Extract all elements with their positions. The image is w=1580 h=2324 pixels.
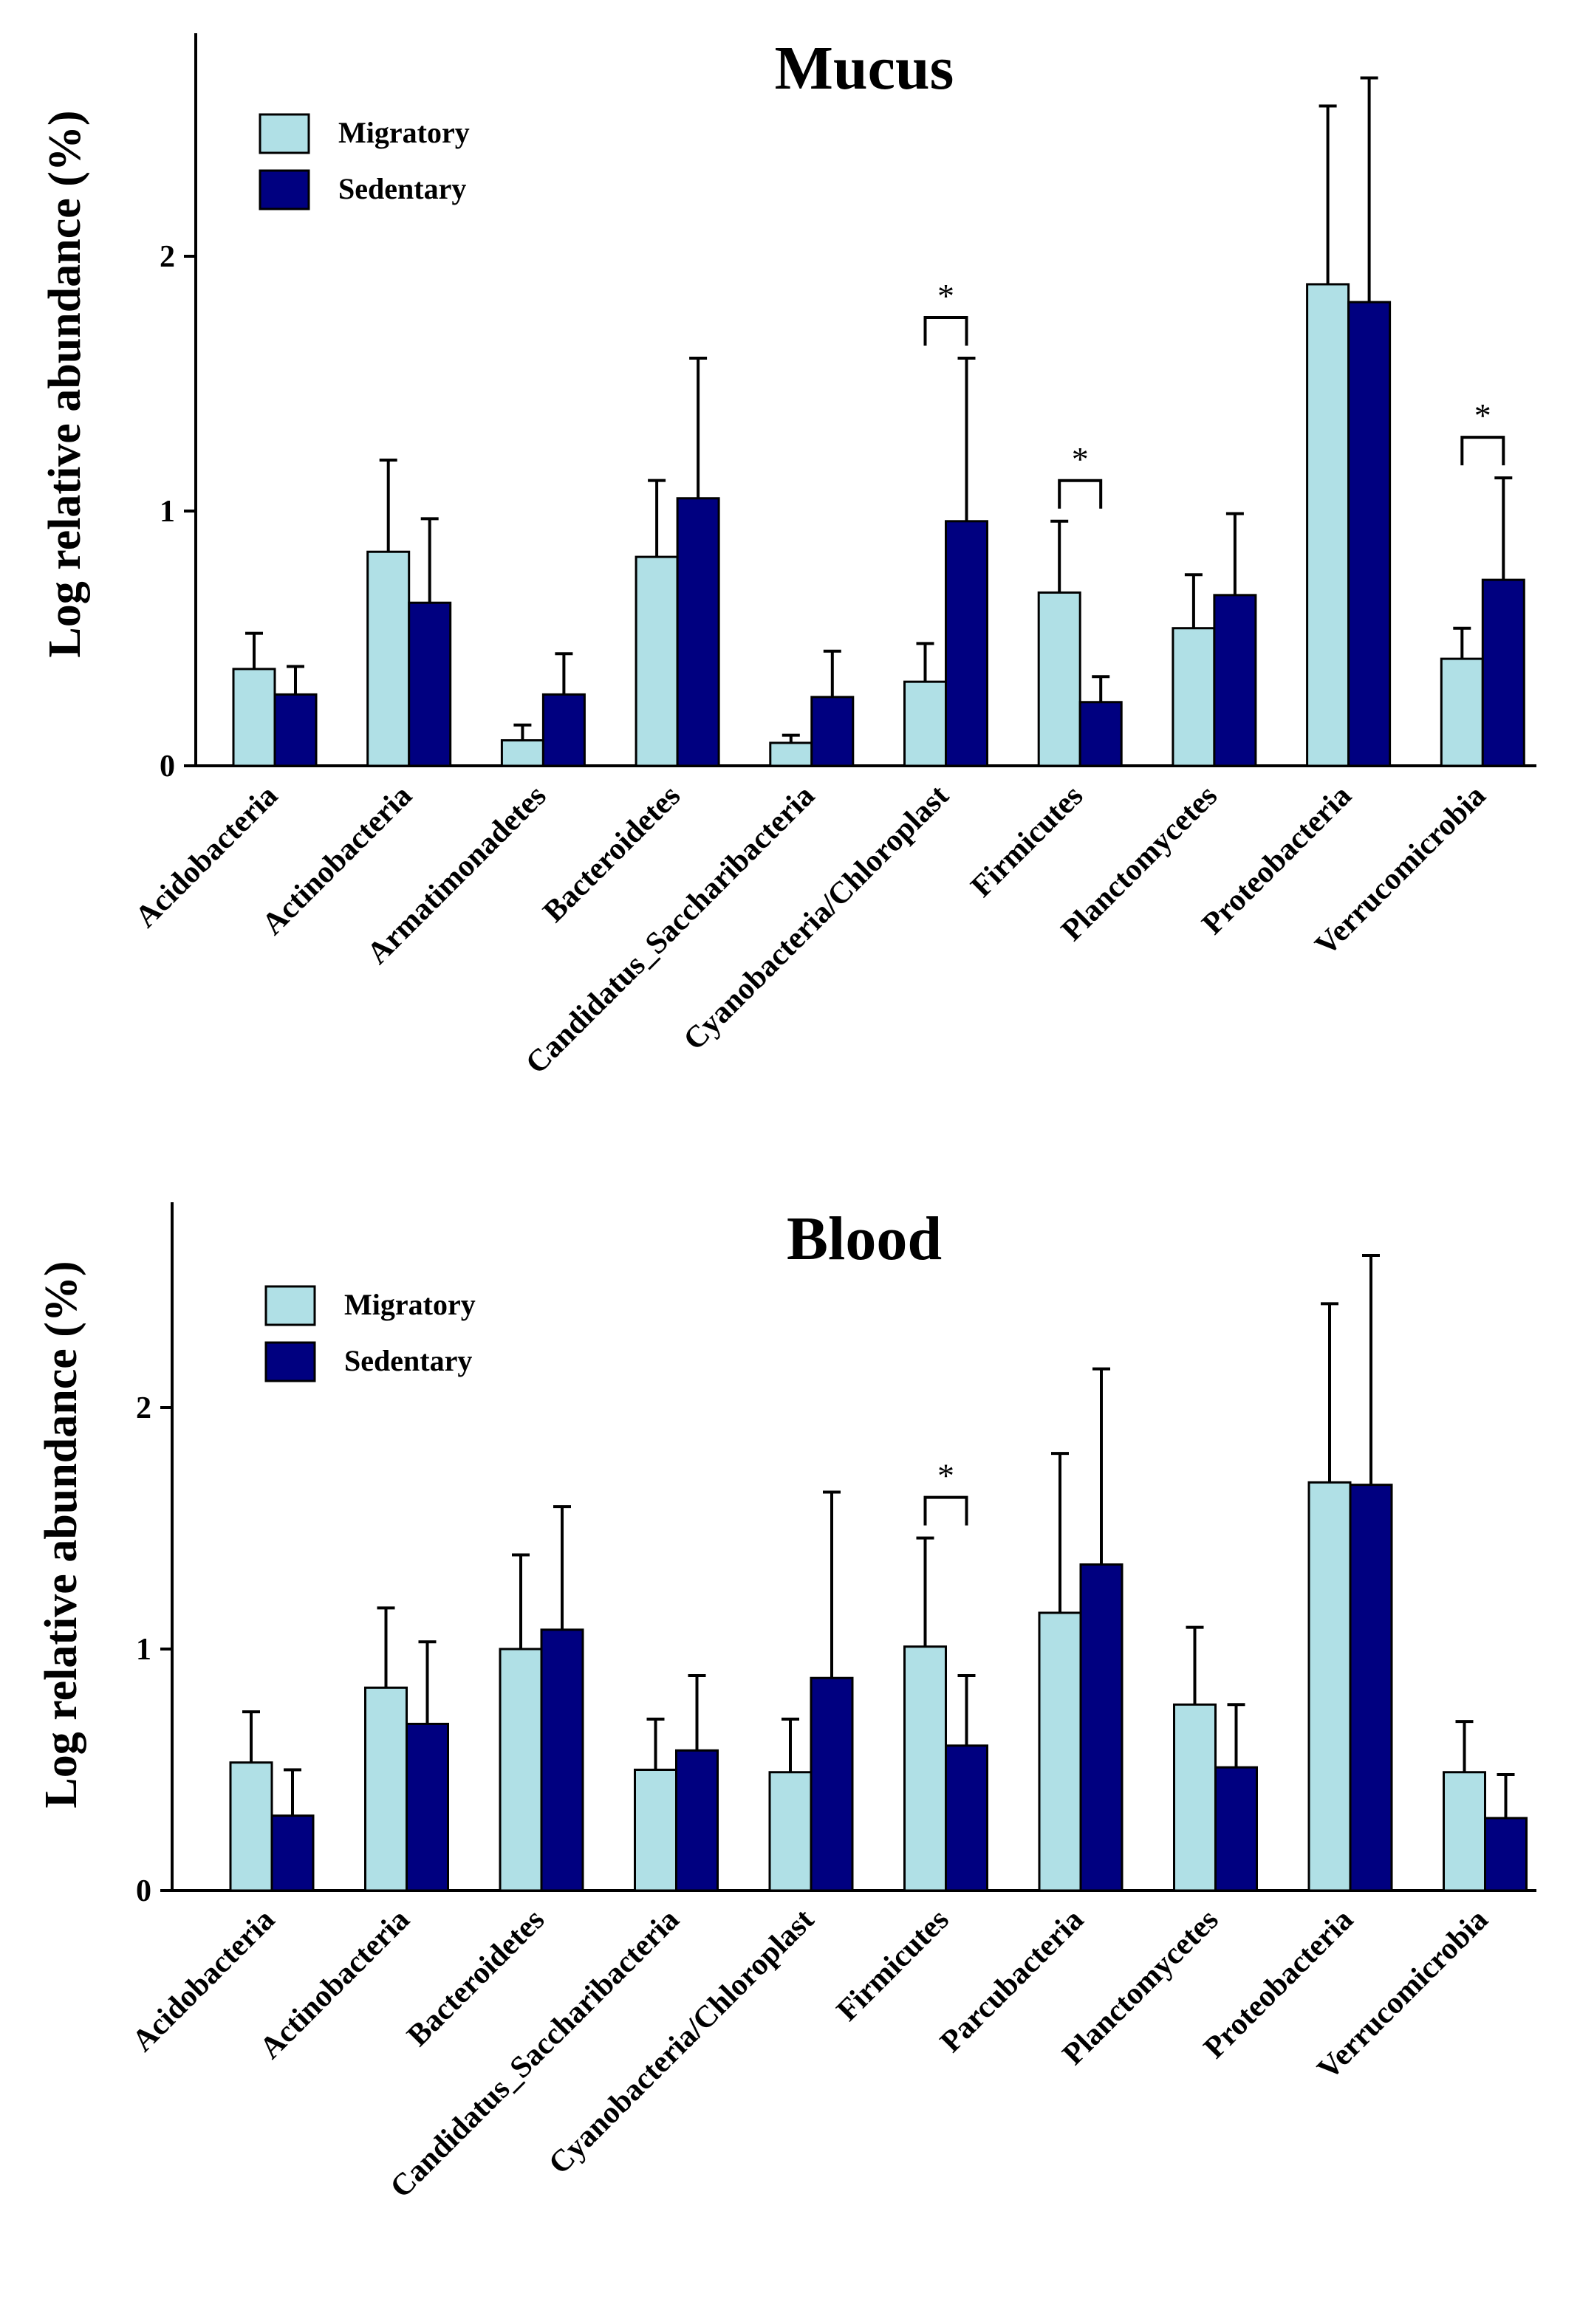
bar-migratory: [500, 739, 544, 767]
x-tick-label: Firmicutes: [830, 1903, 955, 2028]
x-tick-label: Candidatus_Saccharibacteria: [519, 779, 821, 1081]
chart-panel-mucus: Mucus Log relative abundance (%) 0 1 2 Migrat…: [40, 33, 1536, 1080]
legend-swatch-sedentary: [259, 169, 310, 210]
bar-migratory: [232, 668, 276, 767]
bar-sedentary: [1213, 594, 1257, 767]
legend-label-migratory: Migratory: [344, 1288, 476, 1321]
x-tick-label: Acidobacteria: [129, 779, 284, 935]
bar-sedentary: [406, 1722, 449, 1892]
y-tick-label: 2: [160, 240, 175, 274]
y-axis-label: Log relative abundance (%): [36, 1261, 86, 1808]
bar-sedentary: [1349, 1484, 1393, 1892]
bar-sedentary: [408, 601, 452, 767]
bar-migratory: [635, 555, 679, 767]
bar-sedentary: [540, 1628, 584, 1892]
x-tick-label: Cyanobacteria/Chloroplast: [542, 1903, 821, 2181]
bar-migratory: [903, 680, 947, 767]
significance-bracket: [923, 1495, 968, 1526]
bar-sedentary: [541, 693, 586, 767]
legend-swatch-sedentary: [264, 1341, 316, 1382]
bar-sedentary: [810, 1676, 854, 1892]
legend-label-sedentary: Sedentary: [338, 172, 466, 205]
legend: Migratory Sedentary: [259, 113, 470, 210]
bar-migratory: [1306, 283, 1350, 767]
bar-migratory: [768, 1771, 813, 1892]
bar-migratory: [366, 550, 411, 767]
significance-bracket: [1460, 436, 1505, 466]
y-tick-label: 0: [136, 1874, 151, 1908]
significance-bracket: [923, 316, 968, 346]
bar-migratory: [1038, 1611, 1082, 1892]
chart-title: Blood: [787, 1204, 942, 1273]
y-tick-label: 2: [136, 1391, 151, 1425]
bar-migratory: [499, 1648, 543, 1892]
legend-label-sedentary: Sedentary: [344, 1344, 472, 1377]
bar-migratory: [634, 1769, 677, 1892]
bar-migratory: [769, 741, 813, 767]
bar-migratory: [1443, 1771, 1486, 1892]
chart-panel-blood: Blood Log relative abundance (%) 0 1 2 Migrat…: [36, 1202, 1536, 2204]
significance-label: *: [937, 1457, 954, 1495]
significance-label: *: [1474, 397, 1491, 434]
bar-sedentary: [945, 520, 988, 767]
y-tick-label: 1: [136, 1633, 151, 1667]
bar-sedentary: [1347, 301, 1392, 767]
y-axis-label: Log relative abundance (%): [40, 110, 90, 657]
bar-sedentary: [676, 497, 720, 767]
bar-migratory: [229, 1761, 273, 1892]
chart-title: Mucus: [775, 34, 954, 103]
bar-migratory: [903, 1645, 947, 1892]
significance-bracket: [1058, 479, 1103, 509]
x-tick-label: Cyanobacteria/Chloroplast: [677, 779, 956, 1058]
bar-migratory: [1440, 657, 1484, 767]
significance-label: *: [937, 277, 954, 315]
bar-sedentary: [945, 1744, 988, 1892]
legend: Migratory Sedentary: [264, 1285, 476, 1382]
bar-sedentary: [1078, 701, 1123, 767]
bar-sedentary: [1214, 1766, 1258, 1892]
bar-sedentary: [1481, 578, 1525, 767]
bar-sedentary: [270, 1814, 315, 1892]
x-tick-label: Candidatus_Saccharibacteria: [384, 1903, 686, 2205]
bar-migratory: [364, 1686, 408, 1892]
x-tick-label: Bacteroidetes: [401, 1903, 552, 2054]
y-tick-label: 0: [160, 750, 175, 784]
x-tick-label: Firmicutes: [965, 779, 1090, 904]
bar-sedentary: [675, 1749, 719, 1892]
bar-migratory: [1307, 1481, 1352, 1892]
legend-swatch-migratory: [259, 113, 310, 154]
y-tick-label: 1: [160, 495, 175, 529]
bar-sedentary: [273, 693, 318, 767]
bar-migratory: [1172, 627, 1216, 767]
x-tick-label: Parcubacteria: [934, 1903, 1090, 2060]
bar-migratory: [1037, 591, 1081, 767]
bar-sedentary: [1079, 1563, 1124, 1892]
bar-sedentary: [1484, 1817, 1528, 1892]
legend-swatch-migratory: [264, 1285, 316, 1326]
x-tick-label: Bacteroidetes: [537, 779, 688, 930]
x-tick-label: Acidobacteria: [126, 1903, 281, 2059]
significance-label: *: [1072, 440, 1089, 478]
legend-label-migratory: Migratory: [338, 116, 470, 149]
bar-sedentary: [810, 696, 855, 767]
bar-migratory: [1173, 1703, 1217, 1892]
